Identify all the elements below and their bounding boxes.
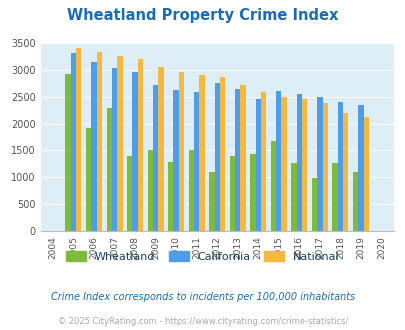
Bar	[65, 74, 70, 231]
Bar	[234, 88, 240, 231]
Bar	[363, 117, 368, 231]
Bar	[132, 73, 137, 231]
Bar	[112, 68, 117, 231]
Bar	[137, 59, 143, 231]
Bar	[127, 156, 132, 231]
Text: Crime Index corresponds to incidents per 100,000 inhabitants: Crime Index corresponds to incidents per…	[51, 292, 354, 302]
Bar	[322, 103, 327, 231]
Bar	[291, 163, 296, 231]
Bar	[209, 172, 214, 231]
Bar	[260, 92, 266, 231]
Bar	[352, 172, 357, 231]
Bar	[168, 162, 173, 231]
Bar	[316, 97, 322, 231]
Bar	[86, 128, 91, 231]
Bar	[106, 109, 112, 231]
Bar	[342, 113, 347, 231]
Bar	[76, 48, 81, 231]
Bar	[147, 150, 153, 231]
Bar	[240, 85, 245, 231]
Text: © 2025 CityRating.com - https://www.cityrating.com/crime-statistics/: © 2025 CityRating.com - https://www.city…	[58, 317, 347, 326]
Bar	[220, 77, 225, 231]
Bar	[249, 154, 255, 231]
Bar	[199, 75, 204, 231]
Bar	[158, 67, 163, 231]
Bar	[337, 102, 342, 231]
Bar	[281, 97, 286, 231]
Bar	[188, 150, 194, 231]
Bar	[301, 99, 307, 231]
Bar	[296, 94, 301, 231]
Bar	[153, 85, 158, 231]
Text: Wheatland Property Crime Index: Wheatland Property Crime Index	[67, 8, 338, 23]
Bar	[357, 105, 363, 231]
Bar	[173, 90, 178, 231]
Bar	[332, 163, 337, 231]
Bar	[255, 99, 260, 231]
Legend: Wheatland, California, National: Wheatland, California, National	[62, 247, 343, 267]
Bar	[70, 53, 76, 231]
Bar	[96, 52, 102, 231]
Bar	[178, 72, 184, 231]
Bar	[214, 83, 220, 231]
Bar	[117, 56, 122, 231]
Bar	[194, 92, 199, 231]
Bar	[229, 156, 234, 231]
Bar	[275, 91, 281, 231]
Bar	[91, 62, 96, 231]
Bar	[270, 141, 275, 231]
Bar	[311, 178, 316, 231]
